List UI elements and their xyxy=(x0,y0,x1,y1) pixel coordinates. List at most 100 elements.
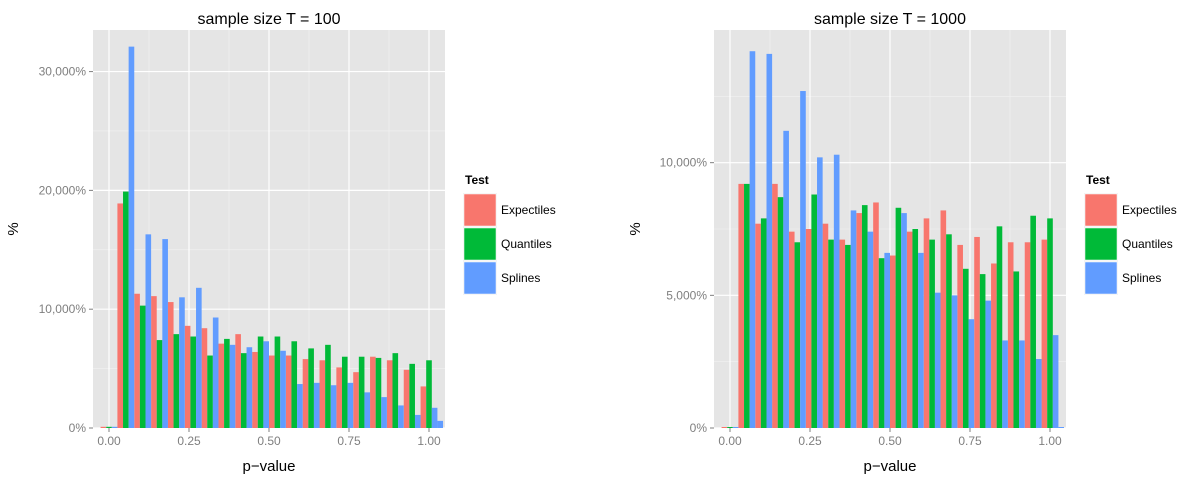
bar-expectiles-1 xyxy=(738,183,745,428)
bar-quantiles-2 xyxy=(760,218,767,428)
legend: Test Expectiles Quantiles Splines xyxy=(1084,173,1177,295)
bar-quantiles-7 xyxy=(845,244,851,428)
bar-splines-12 xyxy=(934,292,941,428)
legend-swatch-quantiles xyxy=(463,227,497,261)
bar-quantiles-16 xyxy=(375,357,382,428)
bar-splines-6 xyxy=(833,154,840,428)
legend-title: Test xyxy=(465,173,489,187)
bar-quantiles-3 xyxy=(777,197,784,428)
bar-expectiles-19 xyxy=(420,386,427,428)
bar-expectiles-13 xyxy=(940,210,947,428)
bar-splines-3 xyxy=(783,130,789,428)
bar-expectiles-5 xyxy=(184,325,191,428)
bar-expectiles-17 xyxy=(1007,242,1014,428)
bar-expectiles-10 xyxy=(889,255,896,428)
bar-expectiles-19 xyxy=(1041,239,1048,428)
bar-splines-15 xyxy=(364,392,371,428)
bar-splines-9 xyxy=(884,252,891,428)
bar-expectiles-2 xyxy=(755,223,761,428)
bar-splines-11 xyxy=(297,384,303,428)
bar-expectiles-16 xyxy=(370,356,376,428)
bar-quantiles-2 xyxy=(139,305,146,428)
bar-expectiles-12 xyxy=(302,359,309,428)
x-tick-label: 0.25 xyxy=(798,434,822,448)
x-tick-label: 0.00 xyxy=(97,434,121,448)
bar-quantiles-17 xyxy=(392,353,399,428)
legend-swatch-splines xyxy=(1084,261,1118,295)
bar-quantiles-11 xyxy=(291,341,298,428)
y-tick-label: 20,000% xyxy=(39,183,87,197)
legend: Test Expectiles Quantiles Splines xyxy=(463,173,556,295)
y-axis-label: % xyxy=(627,222,644,235)
bar-splines-4 xyxy=(179,297,185,428)
bar-expectiles-14 xyxy=(336,367,342,428)
bar-quantiles-16 xyxy=(996,226,1003,428)
bar-quantiles-17 xyxy=(1013,271,1020,428)
bar-splines-2 xyxy=(145,234,152,428)
bar-quantiles-10 xyxy=(895,207,902,428)
bar-expectiles-4 xyxy=(167,302,174,428)
bar-quantiles-13 xyxy=(946,234,952,428)
bar-quantiles-9 xyxy=(878,258,885,428)
bar-quantiles-5 xyxy=(190,336,197,428)
y-axis-label: % xyxy=(5,222,22,235)
bar-expectiles-0 xyxy=(100,426,107,428)
bar-expectiles-18 xyxy=(1024,242,1031,428)
bar-expectiles-15 xyxy=(353,372,359,428)
bar-expectiles-12 xyxy=(923,218,930,428)
bar-splines-7 xyxy=(850,210,857,428)
bar-quantiles-0 xyxy=(106,426,112,428)
bar-splines-2 xyxy=(766,53,773,428)
bar-expectiles-11 xyxy=(906,231,913,428)
bar-splines-10 xyxy=(280,350,286,428)
bar-splines-0 xyxy=(732,427,739,428)
bar-splines-9 xyxy=(263,341,270,428)
x-tick-label: 0.25 xyxy=(177,434,201,448)
bar-splines-18 xyxy=(414,414,421,428)
x-tick-label: 0.75 xyxy=(337,434,361,448)
bar-splines-14 xyxy=(347,382,354,428)
bar-expectiles-13 xyxy=(319,360,326,428)
y-tick-label: 10,000% xyxy=(39,302,87,316)
bar-splines-8 xyxy=(867,231,874,428)
legend-title: Test xyxy=(1086,173,1110,187)
bar-expectiles-7 xyxy=(218,343,225,428)
bar-splines-4 xyxy=(800,91,806,428)
legend-swatch-expectiles xyxy=(1084,193,1118,227)
bar-expectiles-11 xyxy=(285,355,292,428)
bar-splines-16 xyxy=(1002,340,1008,428)
bar-splines-3 xyxy=(162,239,168,428)
bar-quantiles-15 xyxy=(979,274,986,428)
legend-label-splines: Splines xyxy=(501,271,540,285)
legend-label-expectiles: Expectiles xyxy=(501,203,556,217)
bar-splines-5 xyxy=(196,287,202,428)
bar-quantiles-15 xyxy=(358,356,365,428)
bar-expectiles-16 xyxy=(991,263,997,428)
chart-title: sample size T = 1000 xyxy=(814,11,966,28)
bar-splines-17 xyxy=(398,405,404,428)
bar-expectiles-15 xyxy=(974,236,980,428)
x-tick-label: 0.00 xyxy=(718,434,742,448)
bar-expectiles-10 xyxy=(268,355,275,428)
legend-label-splines: Splines xyxy=(1122,271,1161,285)
bar-quantiles-13 xyxy=(325,344,331,428)
bar-splines-7 xyxy=(229,344,236,428)
x-axis-label: p−value xyxy=(864,458,917,475)
legend-label-quantiles: Quantiles xyxy=(501,237,552,251)
bar-quantiles-14 xyxy=(341,356,348,428)
legend-swatch-splines xyxy=(463,261,497,295)
bar-quantiles-4 xyxy=(173,334,180,428)
legend-swatch-expectiles xyxy=(463,193,497,227)
y-tick-label: 0% xyxy=(690,421,708,435)
x-axis-label: p−value xyxy=(243,458,296,475)
y-tick-label: 5,000% xyxy=(666,288,707,302)
bar-expectiles-9 xyxy=(873,202,879,428)
bar-quantiles-12 xyxy=(929,239,935,428)
bar-quantiles-18 xyxy=(409,363,415,428)
bar-quantiles-6 xyxy=(207,355,213,428)
bar-expectiles-5 xyxy=(805,229,812,428)
bar-quantiles-9 xyxy=(257,336,264,428)
bar-splines-18 xyxy=(1035,359,1042,428)
bar-quantiles-1 xyxy=(744,183,750,428)
bar-splines-13 xyxy=(330,385,337,428)
